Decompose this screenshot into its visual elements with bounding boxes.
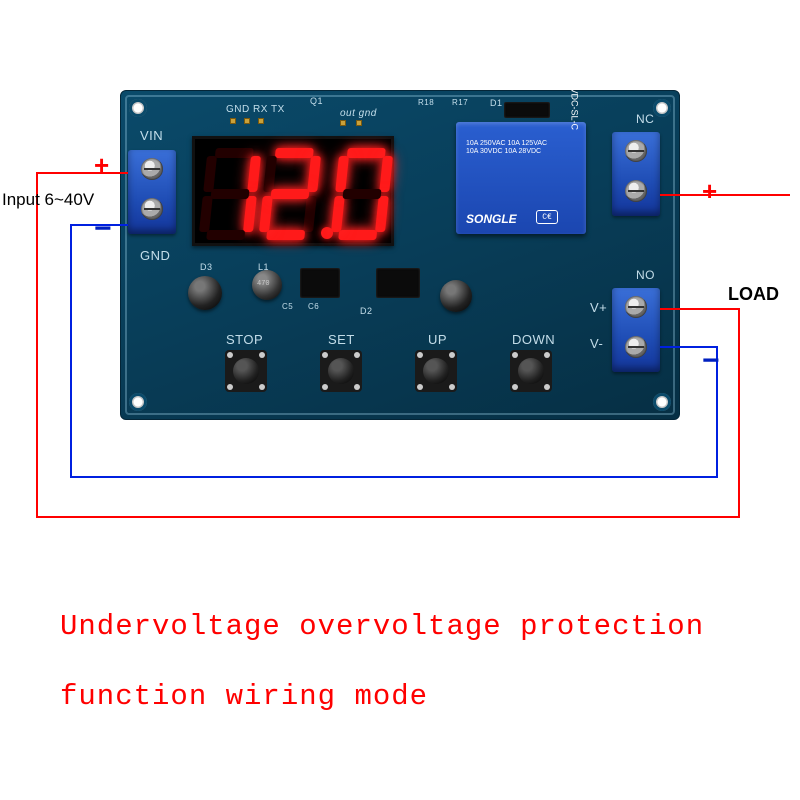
silk-d1: D1: [490, 98, 503, 108]
vin-plus-sign: +: [94, 150, 109, 181]
no-minus-sign: −: [702, 344, 720, 378]
capacitor: [188, 276, 222, 310]
silk-vplus: V+: [590, 300, 607, 315]
silk-vin: VIN: [140, 128, 163, 143]
up-label: UP: [428, 332, 447, 347]
red-wire-segment: [36, 172, 38, 518]
silk-c5: C5: [282, 302, 293, 311]
vin-minus-sign: −: [94, 212, 112, 246]
silk-no: NO: [636, 268, 655, 282]
header-pin: [258, 118, 264, 124]
input-voltage-label: Input 6~40V: [2, 190, 94, 210]
silk-q1: Q1: [310, 96, 323, 106]
header-pin: [340, 120, 346, 126]
silk-gnd: GND: [140, 248, 170, 263]
silk-d2: D2: [360, 306, 373, 316]
header-pin: [230, 118, 236, 124]
down-button[interactable]: [510, 350, 552, 392]
mounting-hole: [129, 99, 147, 117]
relay-ce-icon: C€: [536, 210, 558, 224]
blue-wire-segment: [70, 476, 718, 478]
caption-line-1: Undervoltage overvoltage protection: [60, 610, 704, 643]
header-pin: [356, 120, 362, 126]
down-label: DOWN: [512, 332, 555, 347]
silk-out-gnd: out gnd: [340, 108, 377, 119]
terminal-vin[interactable]: [128, 150, 176, 234]
up-button[interactable]: [415, 350, 457, 392]
nc-plus-sign: +: [702, 176, 717, 207]
mounting-hole: [129, 393, 147, 411]
stop-label: STOP: [226, 332, 263, 347]
blue-wire-segment: [70, 224, 72, 478]
silk-r18: R18: [418, 98, 434, 107]
relay-ratings: 10A 250VAC 10A 125VAC 10A 30VDC 10A 28VD…: [466, 140, 556, 157]
caption-line-2: function wiring mode: [60, 680, 428, 713]
digit-3: [330, 148, 394, 240]
digit-2: [258, 148, 322, 240]
silk-vminus: V-: [590, 336, 603, 351]
load-label: LOAD: [728, 284, 779, 305]
stop-button[interactable]: [225, 350, 267, 392]
silk-gnd-rx-tx: GND RX TX: [226, 104, 285, 115]
set-label: SET: [328, 332, 355, 347]
terminal-nc[interactable]: [612, 132, 660, 216]
seven-segment-display: [192, 136, 394, 246]
header-pin: [244, 118, 250, 124]
mounting-hole: [653, 393, 671, 411]
relay-model: SRD-05VDC-SL-C: [569, 55, 580, 130]
silk-d3: D3: [200, 262, 213, 272]
silk-nc: NC: [636, 112, 654, 126]
diode-d1: [504, 102, 550, 118]
ic-chip: [300, 268, 340, 298]
terminal-no[interactable]: [612, 288, 660, 372]
relay: SRD-05VDC-SL-C 10A 250VAC 10A 125VAC 10A…: [456, 122, 586, 234]
red-wire-segment: [36, 516, 740, 518]
digit-1: [198, 148, 262, 240]
red-wire-segment: [738, 308, 740, 518]
silk-l1: L1: [258, 262, 269, 272]
mounting-hole: [653, 99, 671, 117]
silk-r17: R17: [452, 98, 468, 107]
inductor: 470: [252, 270, 282, 300]
ic-chip: [376, 268, 420, 298]
capacitor: [440, 280, 472, 312]
silk-c6: C6: [308, 302, 319, 311]
set-button[interactable]: [320, 350, 362, 392]
red-wire-segment: [660, 308, 740, 310]
red-wire-segment: [660, 194, 790, 196]
red-wire-segment: [36, 172, 128, 174]
relay-brand: SONGLE: [466, 212, 517, 226]
